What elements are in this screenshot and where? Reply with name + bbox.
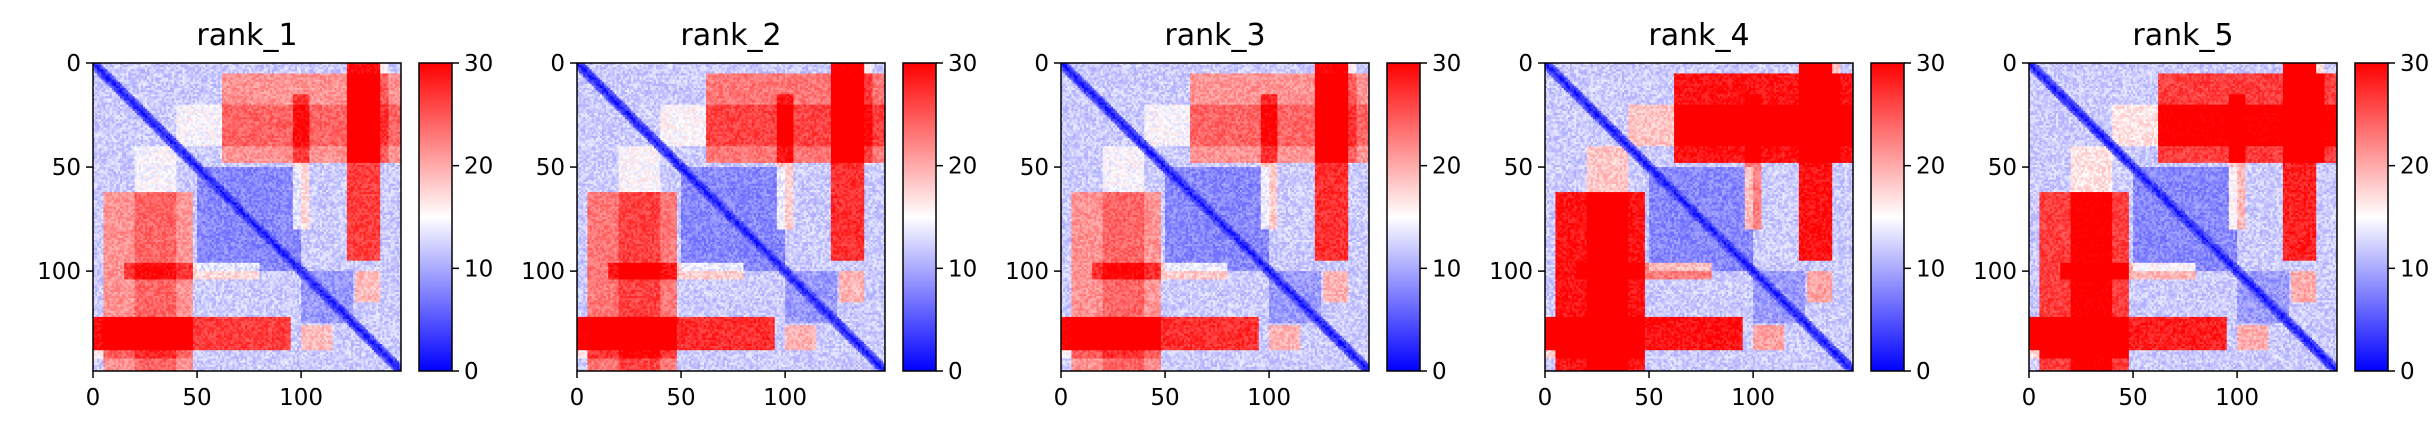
x-tick-label: 100 (1731, 385, 1775, 411)
x-tick-label: 100 (2215, 385, 2259, 411)
colorbar-tick-label: 20 (1916, 154, 1945, 180)
colorbar-tick-label: 10 (464, 256, 493, 282)
x-tick-label: 50 (2118, 385, 2147, 411)
colorbar (418, 62, 453, 372)
y-tick-label: 100 (521, 259, 565, 285)
colorbar-tick-label: 0 (1432, 359, 1447, 385)
x-tick-label: 0 (86, 385, 101, 411)
colorbar (1870, 62, 1905, 372)
heatmap-image (1545, 63, 1853, 371)
colorbar-tick-label: 30 (2400, 51, 2429, 77)
heatmap-image (2029, 63, 2337, 371)
y-tick-label: 100 (1973, 259, 2017, 285)
heatmap-panel-5: rank_5 0 50 100 0 50 100 0 10 20 30 (1973, 18, 2429, 411)
colorbar-tick-label: 30 (1916, 51, 1945, 77)
colorbar-tick-label: 0 (1916, 359, 1931, 385)
panel-title: rank_4 (1648, 18, 1749, 53)
x-tick-label: 0 (1054, 385, 1069, 411)
axes-frame (1544, 62, 1854, 372)
colorbar-tick-label: 20 (1432, 154, 1461, 180)
panel-title: rank_5 (2132, 18, 2233, 53)
colorbar-tick-label: 30 (1432, 51, 1461, 77)
x-tick-label: 100 (279, 385, 323, 411)
axes-frame (1060, 62, 1370, 372)
heatmap-panel-3: rank_3 0 50 100 0 50 100 0 10 20 30 (1005, 18, 1461, 411)
y-tick-label: 100 (1489, 259, 1533, 285)
y-tick-label: 0 (1518, 51, 1533, 77)
y-tick-label: 0 (550, 51, 565, 77)
axes-frame (2028, 62, 2338, 372)
y-tick-label: 50 (1504, 155, 1533, 181)
y-tick-label: 0 (2002, 51, 2017, 77)
colorbar (2354, 62, 2389, 372)
y-tick-label: 100 (37, 259, 81, 285)
panel-title: rank_2 (680, 18, 781, 53)
colorbar-tick-label: 30 (464, 51, 493, 77)
heatmap-image (93, 63, 401, 371)
panel-title: rank_3 (1164, 18, 1265, 53)
panel-title: rank_1 (196, 18, 297, 53)
colorbar-tick-label: 20 (948, 154, 977, 180)
y-tick-label: 50 (1988, 155, 2017, 181)
colorbar-tick-label: 30 (948, 51, 977, 77)
colorbar (902, 62, 937, 372)
axes-frame (576, 62, 886, 372)
y-tick-label: 50 (1020, 155, 1049, 181)
colorbar-tick-label: 0 (2400, 359, 2415, 385)
y-tick-label: 0 (1034, 51, 1049, 77)
x-tick-label: 50 (1150, 385, 1179, 411)
colorbar (1386, 62, 1421, 372)
colorbar-tick-label: 10 (948, 256, 977, 282)
x-tick-label: 50 (182, 385, 211, 411)
x-tick-label: 100 (763, 385, 807, 411)
x-tick-label: 100 (1247, 385, 1291, 411)
heatmap-panel-2: rank_2 0 50 100 0 50 100 0 10 20 30 (521, 18, 977, 411)
colorbar-tick-label: 10 (1916, 256, 1945, 282)
y-tick-label: 0 (66, 51, 81, 77)
colorbar-tick-label: 0 (948, 359, 963, 385)
heatmap-image (1061, 63, 1369, 371)
axes-frame (92, 62, 402, 372)
colorbar-tick-label: 20 (464, 154, 493, 180)
x-tick-label: 50 (666, 385, 695, 411)
y-tick-label: 50 (52, 155, 81, 181)
heatmap-panel-1: rank_1 0 50 100 0 50 100 0 10 20 30 (37, 18, 493, 411)
x-tick-label: 0 (1538, 385, 1553, 411)
heatmap-panel-4: rank_4 0 50 100 0 50 100 0 10 20 30 (1489, 18, 1945, 411)
colorbar-tick-label: 10 (2400, 256, 2429, 282)
x-tick-label: 0 (2022, 385, 2037, 411)
y-tick-label: 100 (1005, 259, 1049, 285)
x-tick-label: 50 (1634, 385, 1663, 411)
colorbar-tick-label: 10 (1432, 256, 1461, 282)
x-tick-label: 0 (570, 385, 585, 411)
heatmap-image (577, 63, 885, 371)
colorbar-tick-label: 0 (464, 359, 479, 385)
colorbar-tick-label: 20 (2400, 154, 2429, 180)
y-tick-label: 50 (536, 155, 565, 181)
